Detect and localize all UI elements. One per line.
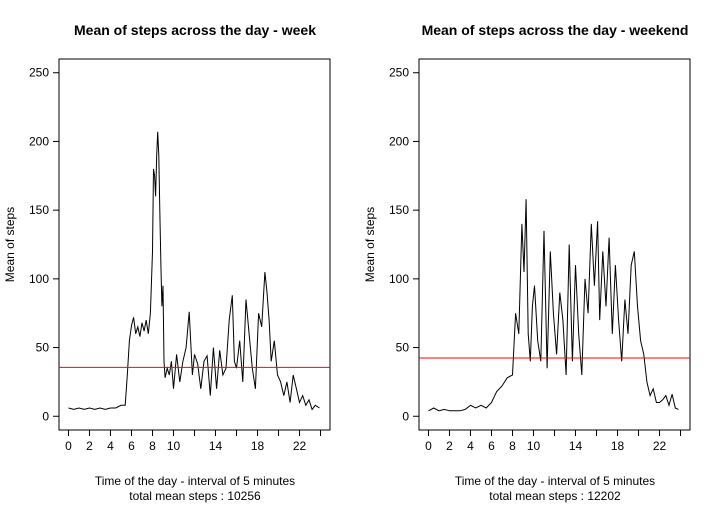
y-tick-label: 150	[389, 203, 409, 217]
chart-panel-2: Mean of steps across the day - weekend Ti…	[363, 22, 691, 503]
y-tick-label: 100	[29, 272, 49, 286]
y-tick-label: 0	[402, 409, 409, 423]
series-line-1	[68, 131, 320, 411]
y-tick-label: 200	[29, 134, 49, 148]
total-mean-label: total mean steps : 12202	[489, 489, 621, 503]
x-tick-label: 22	[653, 439, 667, 453]
chart-title: Mean of steps across the day - week	[74, 22, 316, 38]
x-tick-label: 10	[167, 439, 181, 453]
x-tick-label: 18	[251, 439, 265, 453]
x-tick-label: 0	[65, 439, 72, 453]
x-tick-label: 10	[527, 439, 541, 453]
y-tick-label: 250	[389, 66, 409, 80]
x-tick-label: 6	[488, 439, 495, 453]
plot-frame	[58, 58, 331, 431]
total-mean-label: total mean steps : 10256	[129, 489, 261, 503]
y-tick-label: 50	[36, 341, 50, 355]
x-tick-label: 14	[209, 439, 223, 453]
x-tick-label: 6	[128, 439, 135, 453]
x-tick-label: 8	[509, 439, 516, 453]
x-tick-label: 8	[149, 439, 156, 453]
y-tick-label: 50	[396, 341, 410, 355]
x-tick-label: 0	[425, 439, 432, 453]
plot-frame	[418, 58, 691, 431]
chart-panel-1: Mean of steps across the day - week Time …	[3, 22, 331, 503]
x-tick-label: 2	[446, 439, 453, 453]
x-tick-label: 22	[293, 439, 307, 453]
x-tick-label: 18	[611, 439, 625, 453]
chart-title: Mean of steps across the day - weekend	[422, 22, 689, 38]
x-tick-label: 14	[569, 439, 583, 453]
x-tick-label: 2	[86, 439, 93, 453]
y-tick-label: 0	[42, 409, 49, 423]
y-axis-label: Mean of steps	[3, 207, 17, 282]
x-tick-label: 4	[107, 439, 114, 453]
y-tick-label: 200	[389, 134, 409, 148]
y-tick-label: 150	[29, 203, 49, 217]
x-axis-label: Time of the day - interval of 5 minutes	[455, 474, 655, 488]
y-axis-label: Mean of steps	[363, 207, 377, 282]
x-tick-label: 4	[467, 439, 474, 453]
x-axis-label: Time of the day - interval of 5 minutes	[95, 474, 295, 488]
y-tick-label: 100	[389, 272, 409, 286]
y-tick-label: 250	[29, 66, 49, 80]
series-line-1	[428, 199, 679, 412]
